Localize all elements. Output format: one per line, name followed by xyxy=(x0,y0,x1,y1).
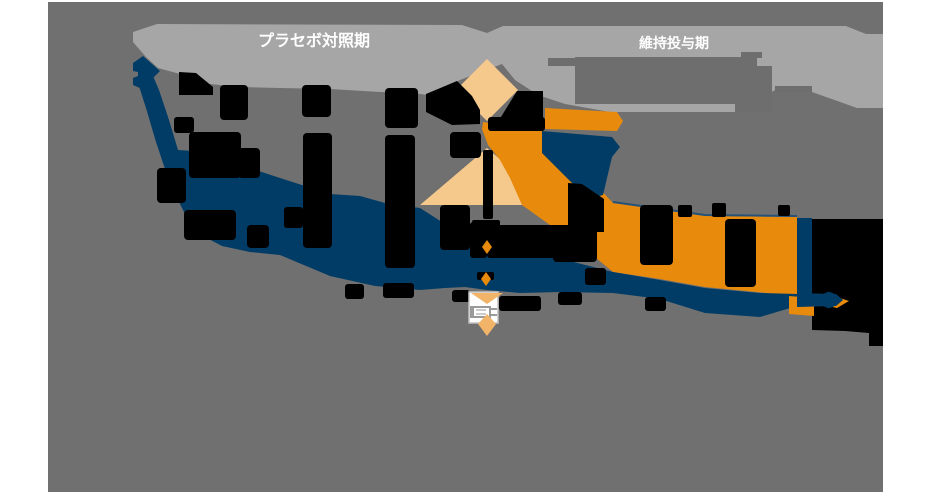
svg-text:プラセボ対照期: プラセボ対照期 xyxy=(258,31,370,50)
svg-text:維持投与期: 維持投与期 xyxy=(639,35,709,51)
